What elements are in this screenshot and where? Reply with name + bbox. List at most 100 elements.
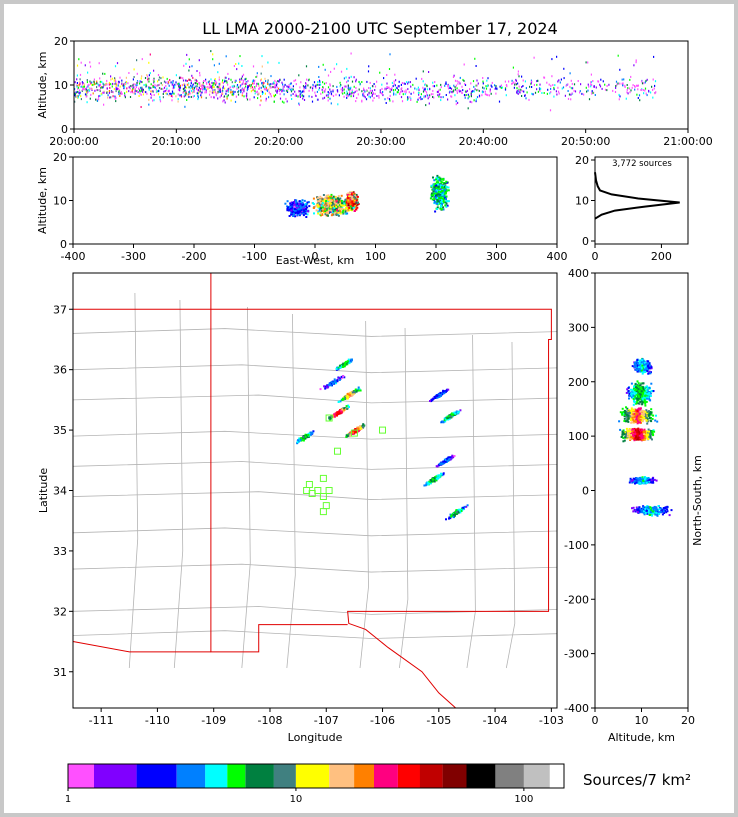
source-point bbox=[222, 92, 224, 95]
source-point bbox=[106, 87, 108, 90]
ew-cell bbox=[441, 208, 444, 211]
plan-cell bbox=[312, 430, 315, 433]
source-point bbox=[256, 72, 258, 75]
source-point bbox=[467, 93, 469, 96]
source-point bbox=[415, 77, 417, 80]
source-point bbox=[116, 87, 118, 90]
source-point bbox=[256, 82, 258, 85]
source-point bbox=[295, 94, 297, 97]
source-point bbox=[279, 97, 282, 100]
source-point bbox=[282, 88, 285, 91]
source-point bbox=[547, 88, 549, 91]
source-point bbox=[364, 96, 366, 99]
source-point bbox=[327, 95, 329, 97]
source-point bbox=[184, 105, 186, 108]
source-point bbox=[371, 89, 373, 92]
source-point bbox=[621, 82, 623, 85]
plan-cell bbox=[443, 419, 446, 422]
source-point bbox=[124, 94, 126, 97]
source-point bbox=[126, 87, 128, 90]
source-point bbox=[243, 95, 245, 98]
source-point bbox=[157, 90, 159, 93]
source-point bbox=[125, 76, 127, 79]
ew-cell bbox=[432, 176, 434, 179]
source-point bbox=[238, 62, 240, 65]
source-point bbox=[110, 96, 112, 99]
ew-cell bbox=[326, 205, 329, 208]
source-point bbox=[217, 90, 219, 93]
source-point bbox=[74, 93, 76, 96]
source-point bbox=[395, 93, 397, 96]
source-point bbox=[178, 77, 181, 80]
county-line bbox=[286, 313, 296, 669]
ew-cell bbox=[347, 194, 349, 197]
source-point bbox=[526, 91, 528, 94]
source-point bbox=[300, 91, 302, 94]
source-point bbox=[192, 76, 194, 79]
source-point bbox=[274, 83, 276, 86]
source-point bbox=[84, 88, 86, 91]
ew-cell bbox=[334, 211, 337, 214]
source-point bbox=[98, 62, 100, 65]
source-point bbox=[279, 79, 281, 81]
source-point bbox=[338, 94, 340, 97]
source-point bbox=[385, 102, 387, 104]
source-point bbox=[134, 92, 136, 95]
source-point bbox=[416, 88, 418, 91]
source-point bbox=[368, 87, 370, 89]
source-point bbox=[407, 97, 409, 100]
source-point bbox=[171, 93, 173, 95]
source-point bbox=[200, 85, 203, 88]
source-point bbox=[324, 68, 326, 71]
ew-cell bbox=[304, 212, 307, 215]
plan-cell bbox=[447, 458, 450, 461]
plan-cell bbox=[448, 417, 451, 420]
ew-cell bbox=[324, 213, 327, 216]
source-point bbox=[368, 92, 370, 95]
source-point bbox=[132, 86, 134, 89]
source-point bbox=[163, 90, 165, 93]
ew-cell bbox=[335, 196, 338, 199]
source-point bbox=[654, 84, 656, 87]
source-point bbox=[208, 83, 211, 86]
source-point bbox=[347, 84, 349, 87]
source-point bbox=[559, 81, 561, 84]
source-point bbox=[199, 85, 201, 87]
source-point bbox=[254, 79, 256, 82]
state-border bbox=[210, 308, 552, 709]
source-point bbox=[573, 83, 576, 86]
ew-cell bbox=[329, 210, 332, 213]
source-point bbox=[533, 84, 535, 86]
source-point bbox=[147, 80, 149, 83]
source-point bbox=[265, 99, 267, 102]
source-point bbox=[170, 95, 172, 97]
source-point bbox=[341, 91, 343, 94]
source-point bbox=[335, 93, 337, 96]
ew-cell bbox=[324, 208, 326, 211]
source-point bbox=[316, 83, 318, 86]
source-point bbox=[136, 72, 138, 75]
source-point bbox=[188, 90, 190, 93]
source-point bbox=[637, 97, 639, 99]
source-point bbox=[440, 96, 442, 99]
source-point bbox=[293, 79, 295, 82]
source-point bbox=[106, 83, 108, 86]
source-point bbox=[194, 82, 196, 85]
ew-cell bbox=[326, 203, 329, 206]
source-point bbox=[252, 65, 255, 68]
ew-cell bbox=[441, 196, 444, 199]
state-borders bbox=[72, 273, 552, 709]
ew-cell bbox=[434, 210, 437, 213]
source-point bbox=[403, 82, 405, 85]
ew-cell bbox=[320, 207, 322, 210]
plan-cell bbox=[346, 395, 349, 398]
ew-cell bbox=[437, 190, 440, 193]
ew-cell bbox=[447, 186, 450, 189]
source-point bbox=[374, 92, 376, 95]
source-point bbox=[145, 84, 147, 87]
source-point bbox=[241, 75, 243, 78]
source-point bbox=[513, 81, 515, 84]
source-point bbox=[376, 80, 378, 83]
ew-cell bbox=[349, 208, 352, 211]
source-point bbox=[433, 96, 435, 99]
